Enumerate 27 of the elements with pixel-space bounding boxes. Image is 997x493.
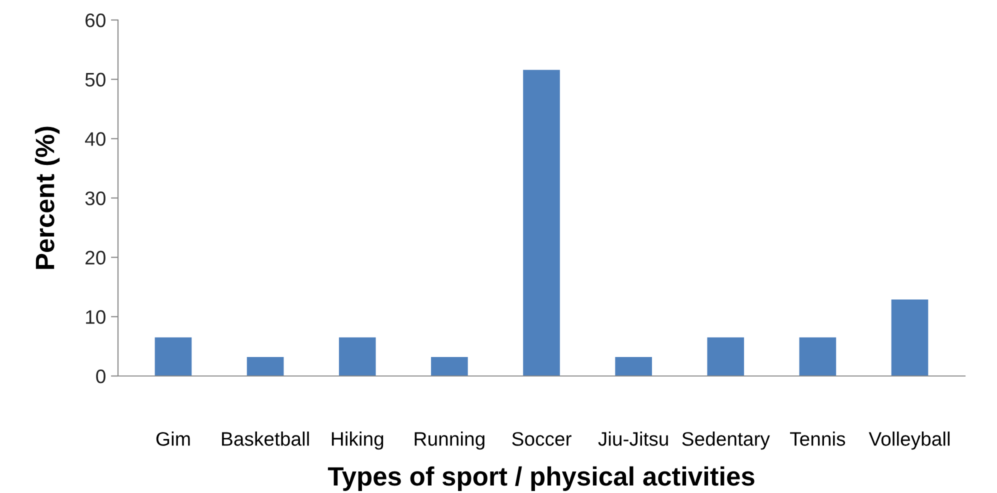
x-tick-label: Hiking (332, 432, 384, 450)
x-tick-label: Gim (156, 432, 190, 446)
bar (799, 337, 836, 376)
x-tick-label: Jiu-Jitsu (598, 432, 668, 446)
y-axis-title: Percent (%) (34, 126, 60, 269)
x-tick-label: Running (414, 432, 484, 450)
bar (154, 337, 192, 376)
y-tick-label: 10 (86, 310, 106, 324)
bar (615, 357, 652, 376)
bar (246, 357, 284, 376)
x-tick-label: Volleyball (868, 432, 950, 450)
x-tick-label: Tennis (790, 432, 846, 446)
y-tick-label: 0 (96, 369, 106, 384)
x-tick-label: Soccer (512, 432, 572, 446)
x-axis-title: Types of sport / physical activities (328, 466, 754, 491)
bar (891, 299, 928, 376)
y-tick-label: 60 (86, 13, 106, 28)
y-tick-label: 40 (85, 132, 106, 146)
bar (707, 337, 744, 376)
y-tick-label: 20 (86, 250, 106, 265)
x-tick-label: Basketball (222, 432, 309, 446)
y-tick-label: 50 (85, 72, 106, 87)
y-tick-label: 30 (85, 191, 106, 206)
bar (338, 337, 376, 376)
x-tick-label: Sedentary (682, 432, 770, 450)
bar (523, 70, 560, 376)
bar (431, 357, 468, 376)
